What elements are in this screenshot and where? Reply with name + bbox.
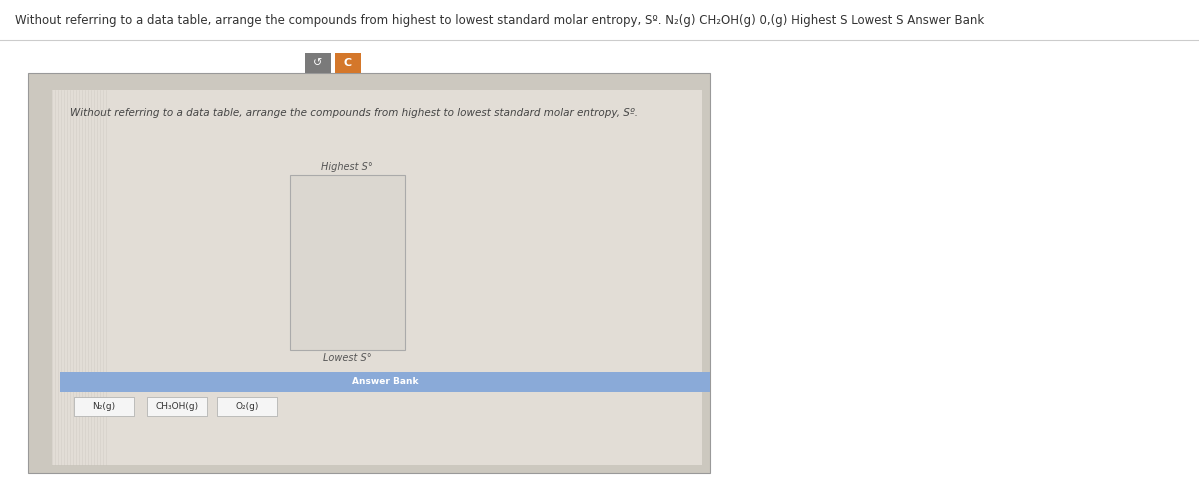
FancyBboxPatch shape	[335, 53, 361, 73]
FancyBboxPatch shape	[52, 90, 701, 465]
Text: Without referring to a data table, arrange the compounds from highest to lowest : Without referring to a data table, arran…	[70, 108, 638, 118]
Text: Answer Bank: Answer Bank	[351, 377, 418, 387]
Text: CH₃OH(g): CH₃OH(g)	[156, 402, 199, 411]
FancyBboxPatch shape	[60, 372, 710, 392]
Text: Without referring to a data table, arrange the compounds from highest to lowest : Without referring to a data table, arran…	[16, 13, 984, 26]
FancyBboxPatch shape	[217, 397, 277, 416]
FancyBboxPatch shape	[74, 397, 134, 416]
FancyBboxPatch shape	[147, 397, 207, 416]
FancyBboxPatch shape	[305, 53, 331, 73]
Text: N₂(g): N₂(g)	[92, 402, 115, 411]
Text: ↺: ↺	[313, 58, 323, 68]
Text: O₂(g): O₂(g)	[235, 402, 259, 411]
Text: C: C	[344, 58, 353, 68]
Text: Lowest S°: Lowest S°	[323, 353, 372, 363]
FancyBboxPatch shape	[28, 73, 710, 473]
Text: Highest S°: Highest S°	[321, 162, 373, 172]
FancyBboxPatch shape	[290, 175, 405, 350]
